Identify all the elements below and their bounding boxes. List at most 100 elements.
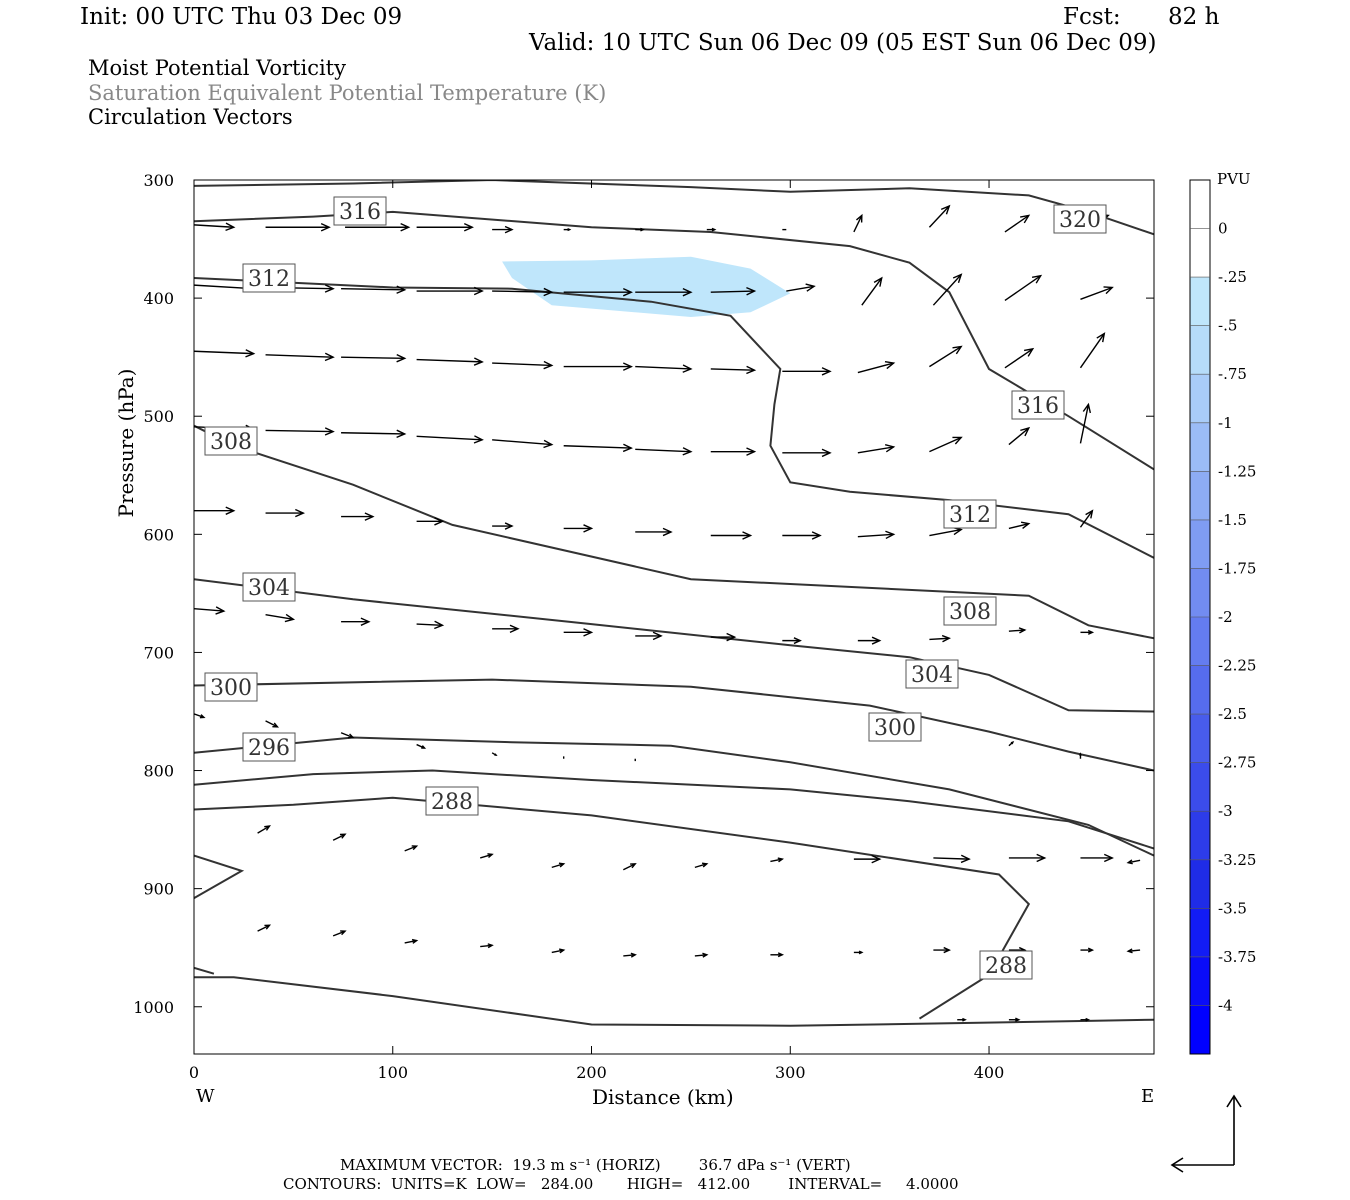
colorbar-label: -2.75 <box>1218 754 1256 772</box>
circulation-vector <box>341 429 407 439</box>
vector-shaft <box>404 939 417 944</box>
vector-head <box>215 606 226 615</box>
vector-shaft <box>623 863 636 871</box>
circulation-vector <box>1080 947 1095 953</box>
vector-shaft <box>265 613 294 621</box>
contour-label-text: 300 <box>210 676 252 701</box>
vector-head <box>821 448 832 458</box>
circulation-vector <box>929 526 963 537</box>
vector-shaft <box>635 365 691 370</box>
x-tick-label: 200 <box>576 1063 607 1082</box>
circulation-vector <box>932 273 963 306</box>
vector-head <box>473 357 484 366</box>
colorbar-label: -3 <box>1218 802 1233 820</box>
vector-head <box>777 857 784 863</box>
vector-head <box>225 222 236 232</box>
y-tick-label: 300 <box>143 171 174 190</box>
colorbar-label: -.5 <box>1218 317 1237 335</box>
circulation-vector <box>492 522 514 530</box>
theta-e-contour-316 <box>194 210 1154 471</box>
forecast-hour-value: 82 h <box>1168 4 1220 30</box>
vector-head <box>726 632 737 642</box>
vector-head <box>952 345 963 355</box>
contour-label-box <box>943 596 997 626</box>
valid-time-label: Valid: 10 UTC Sun 06 Dec 09 (05 EST Sun … <box>529 30 1157 56</box>
vector-shaft <box>194 224 234 228</box>
circulation-vector <box>710 447 757 456</box>
contour-label-box <box>242 263 296 293</box>
circulation-vector <box>933 854 971 864</box>
circulation-vector <box>1004 274 1043 302</box>
colorbar-label: -1.75 <box>1218 559 1256 577</box>
vector-shaft <box>480 944 493 948</box>
circulation-vector <box>332 833 347 841</box>
vector-head <box>871 854 882 864</box>
contour-label: 288 <box>979 950 1033 980</box>
vector-head <box>504 225 514 234</box>
vector-shaft <box>786 285 815 292</box>
vector-head <box>682 447 693 456</box>
vector-shaft <box>932 274 962 306</box>
x-tick-label: 300 <box>775 1063 806 1082</box>
contour-label-text: 308 <box>210 430 252 455</box>
vector-shaft <box>1080 286 1113 300</box>
vector-head <box>811 531 822 540</box>
vector-head <box>340 930 347 936</box>
contour-label: 312 <box>943 499 997 529</box>
theta-e-contour-304 <box>194 578 1154 713</box>
vector-shaft <box>1008 523 1029 530</box>
theta-e-contour-292 <box>194 966 215 975</box>
circulation-vector <box>194 506 236 515</box>
vector-head <box>434 620 445 630</box>
circulation-vector <box>492 439 554 449</box>
vector-head <box>630 952 637 958</box>
circulation-vector <box>928 204 951 228</box>
vector-head <box>711 227 717 232</box>
circulation-vectors <box>194 204 1141 1022</box>
contours-note: CONTOURS: UNITS=K LOW= 284.00 HIGH= 412.… <box>283 1175 959 1193</box>
contour-label: 296 <box>242 732 296 762</box>
vector-head <box>396 429 407 439</box>
vector-shaft <box>194 608 224 612</box>
circulation-vector <box>694 862 709 869</box>
plot-frame <box>193 179 1155 1055</box>
circulation-vector <box>933 946 951 954</box>
vector-head <box>873 276 883 287</box>
circulation-vector <box>492 287 554 297</box>
circulation-vector <box>340 732 355 739</box>
circulation-vector <box>551 948 566 954</box>
circulation-vector <box>416 517 445 526</box>
colorbar-label: -2.25 <box>1218 657 1256 675</box>
circulation-vector <box>194 222 236 232</box>
vector-head <box>940 204 951 215</box>
vector-shaft <box>1128 949 1141 952</box>
vector-head <box>884 443 896 453</box>
circulation-vector <box>257 924 272 932</box>
vector-head <box>622 362 633 371</box>
circulation-vector <box>265 613 296 623</box>
colorbar-unit: PVU <box>1217 170 1251 188</box>
circulation-vector <box>332 930 347 937</box>
vector-head <box>272 722 280 728</box>
vector-head <box>960 854 971 864</box>
circulation-vector <box>857 530 896 540</box>
contour-label-box <box>943 499 997 529</box>
contour-label-text: 312 <box>248 267 290 292</box>
circulation-vector <box>710 286 757 296</box>
vector-head <box>742 531 753 540</box>
vector-shaft <box>853 215 863 233</box>
vector-shaft <box>710 368 755 371</box>
y-tick-label: 700 <box>143 643 174 662</box>
vector-shaft <box>1004 275 1042 302</box>
colorbar-segment <box>1190 859 1210 909</box>
y-axis-title: Pressure (hPa) <box>114 368 138 518</box>
vector-head <box>746 286 757 296</box>
circulation-vector <box>563 362 633 371</box>
circulation-vector <box>416 286 484 296</box>
contour-label: 316 <box>1011 390 1065 420</box>
vector-head <box>421 745 427 749</box>
y-tick-label: 800 <box>143 762 174 781</box>
vector-head <box>245 349 256 358</box>
vector-shaft <box>341 287 405 291</box>
contour-label-text: 312 <box>949 503 991 528</box>
